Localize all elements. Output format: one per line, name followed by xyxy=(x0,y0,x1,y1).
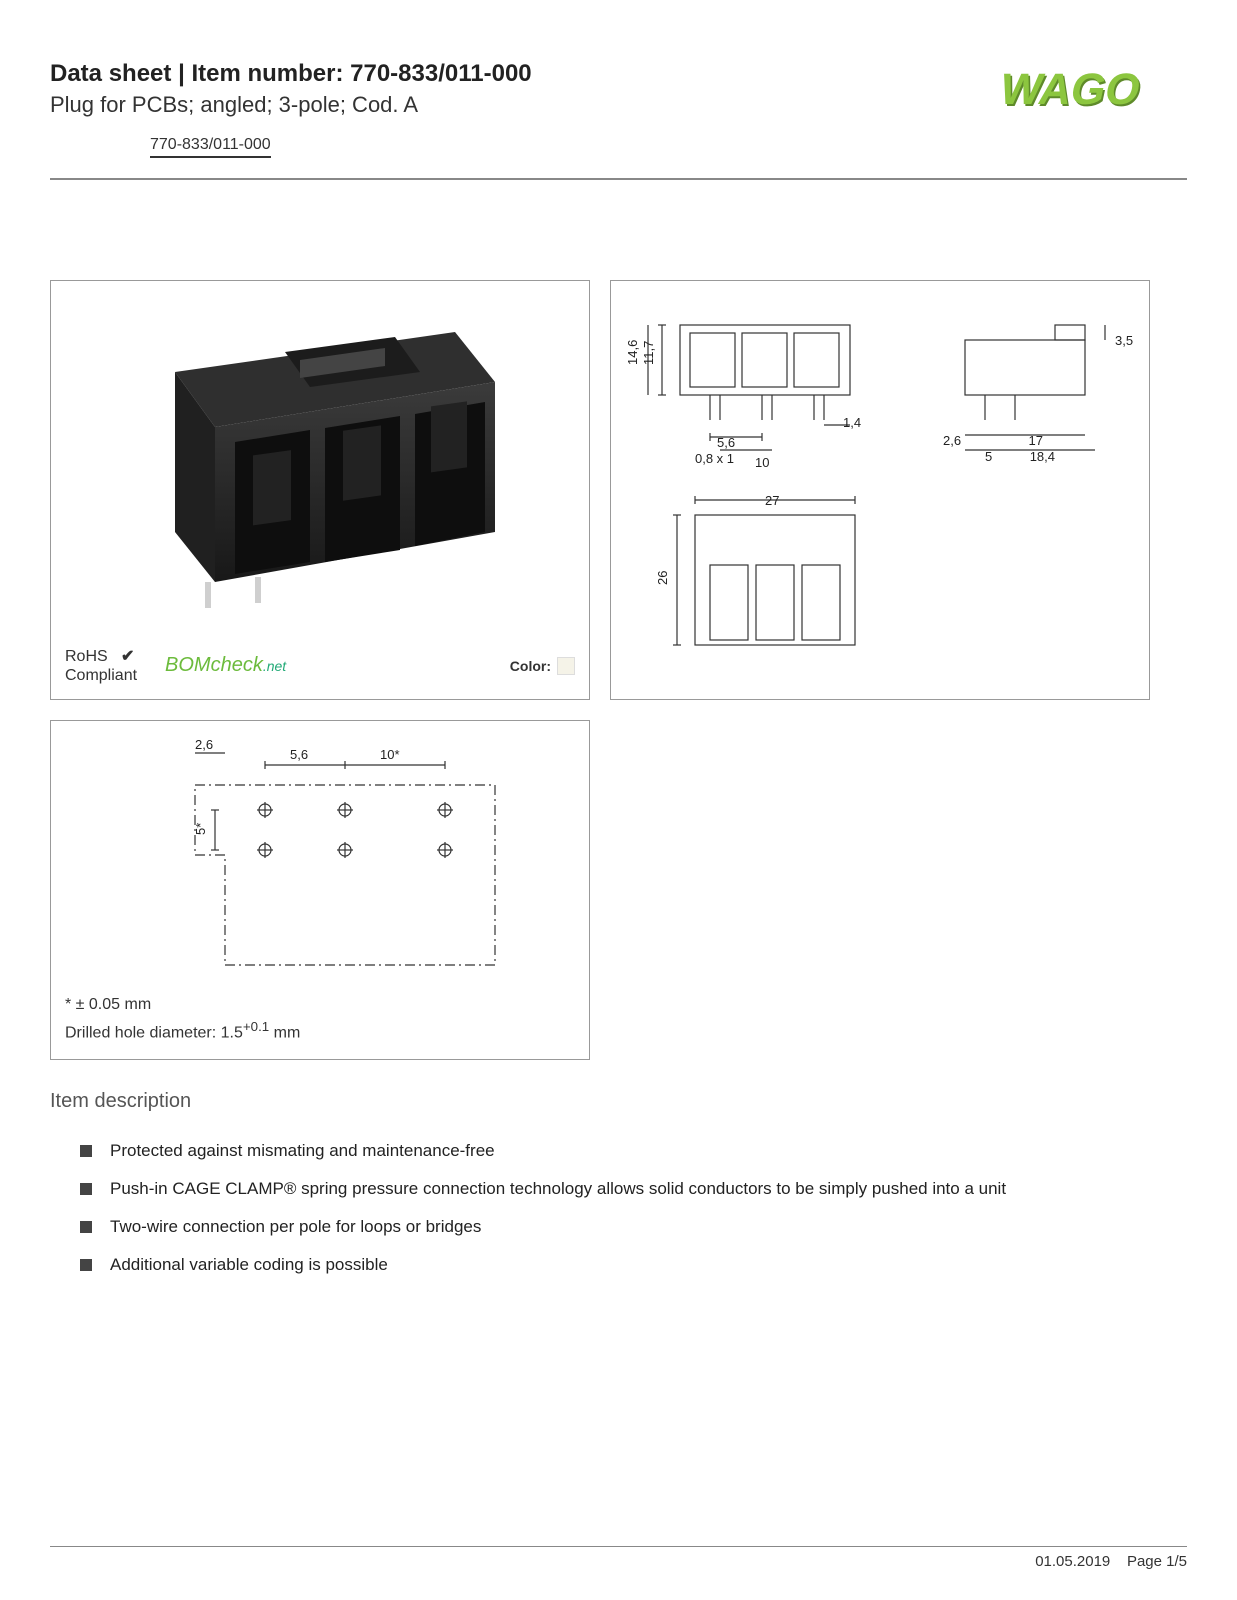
photo-footer: RoHS ✔ Compliant BOMcheck.net Color: xyxy=(65,639,575,685)
rohs-text: RoHS xyxy=(65,648,108,665)
bullet-item: Two-wire connection per pole for loops o… xyxy=(80,1217,1187,1237)
page-footer: 01.05.2019 Page 1/5 xyxy=(50,1546,1187,1570)
item-number-label: Item number: xyxy=(191,60,343,87)
title-line-1: Data sheet | Item number: 770-833/011-00… xyxy=(50,60,987,88)
footer-date: 01.05.2019 xyxy=(1035,1553,1110,1570)
datasheet-label: Data sheet xyxy=(50,60,171,87)
drill-note-tolerance: * ± 0.05 mm xyxy=(65,993,575,1017)
product-photo-panel: RoHS ✔ Compliant BOMcheck.net Color: xyxy=(50,280,590,700)
dim-drill-edge: 2,6 xyxy=(195,737,213,752)
panels-row: RoHS ✔ Compliant BOMcheck.net Color: xyxy=(50,280,1187,700)
footer-page: Page 1/5 xyxy=(1127,1553,1187,1570)
dim-pin-offset: 1,4 xyxy=(843,415,861,430)
wago-logo: WAGO WAGO xyxy=(987,60,1187,120)
dim-side-total-w: 18,4 xyxy=(1030,449,1055,464)
title-line-2: Plug for PCBs; angled; 3-pole; Cod. A xyxy=(50,92,987,118)
header-text: Data sheet | Item number: 770-833/011-00… xyxy=(50,60,987,158)
bomcheck-logo: BOMcheck.net xyxy=(165,654,286,677)
item-description-heading: Item description xyxy=(50,1090,1187,1113)
dim-side-pin-spacing: 5 xyxy=(985,449,992,464)
dim-side-pin-front: 2,6 xyxy=(943,433,961,448)
bomcheck-text: BOMcheck xyxy=(165,654,263,676)
bomcheck-net: .net xyxy=(263,658,286,674)
drill-pattern-panel: 2,6 5,6 10* 5* * ± 0.05 mm Drilled hole … xyxy=(50,720,590,1060)
dimensions-drawing: 14,6 11,7 5,6 0,8 x 1 10 1,4 3,5 17 18,4… xyxy=(625,295,1135,685)
drill-drawing: 2,6 5,6 10* 5* xyxy=(65,735,575,985)
dim-side-body-w: 17 xyxy=(1029,433,1043,448)
dim-top-width: 27 xyxy=(765,493,779,508)
dim-drill-x2: 10* xyxy=(380,747,400,762)
part-number-link[interactable]: 770-833/011-000 xyxy=(150,136,271,158)
dim-drill-y: 5* xyxy=(193,823,208,835)
header: Data sheet | Item number: 770-833/011-00… xyxy=(50,60,1187,180)
dim-drill-x1: 5,6 xyxy=(290,747,308,762)
bullet-item: Protected against mismating and maintena… xyxy=(80,1141,1187,1161)
separator: | xyxy=(178,60,191,87)
dim-front-pitch-half: 5,6 xyxy=(717,435,735,450)
dim-front-h1: 14,6 xyxy=(625,340,640,365)
color-indicator: Color: xyxy=(510,657,575,675)
product-photo xyxy=(65,295,575,639)
description-bullets: Protected against mismating and maintena… xyxy=(50,1141,1187,1275)
dim-top-depth: 26 xyxy=(655,571,670,585)
check-icon: ✔ xyxy=(121,648,134,665)
dimensions-panel: 14,6 11,7 5,6 0,8 x 1 10 1,4 3,5 17 18,4… xyxy=(610,280,1150,700)
dim-front-h2: 11,7 xyxy=(641,341,656,365)
drill-notes: * ± 0.05 mm Drilled hole diameter: 1.5+0… xyxy=(65,993,575,1045)
drill-note-diameter: Drilled hole diameter: 1.5+0.1 mm xyxy=(65,1017,575,1045)
dim-side-top-h: 3,5 xyxy=(1115,333,1133,348)
dim-pin-cs: 0,8 x 1 xyxy=(695,451,734,466)
rohs-compliant: RoHS ✔ Compliant xyxy=(65,647,137,685)
item-number-value: 770-833/011-000 xyxy=(350,60,532,87)
compliant-text: Compliant xyxy=(65,667,137,684)
color-label-text: Color: xyxy=(510,658,551,674)
bullet-item: Push-in CAGE CLAMP® spring pressure conn… xyxy=(80,1179,1187,1199)
dim-front-pitch: 10 xyxy=(755,455,769,470)
color-swatch xyxy=(557,657,575,675)
logo-text: WAGO xyxy=(996,65,1146,113)
bullet-item: Additional variable coding is possible xyxy=(80,1255,1187,1275)
